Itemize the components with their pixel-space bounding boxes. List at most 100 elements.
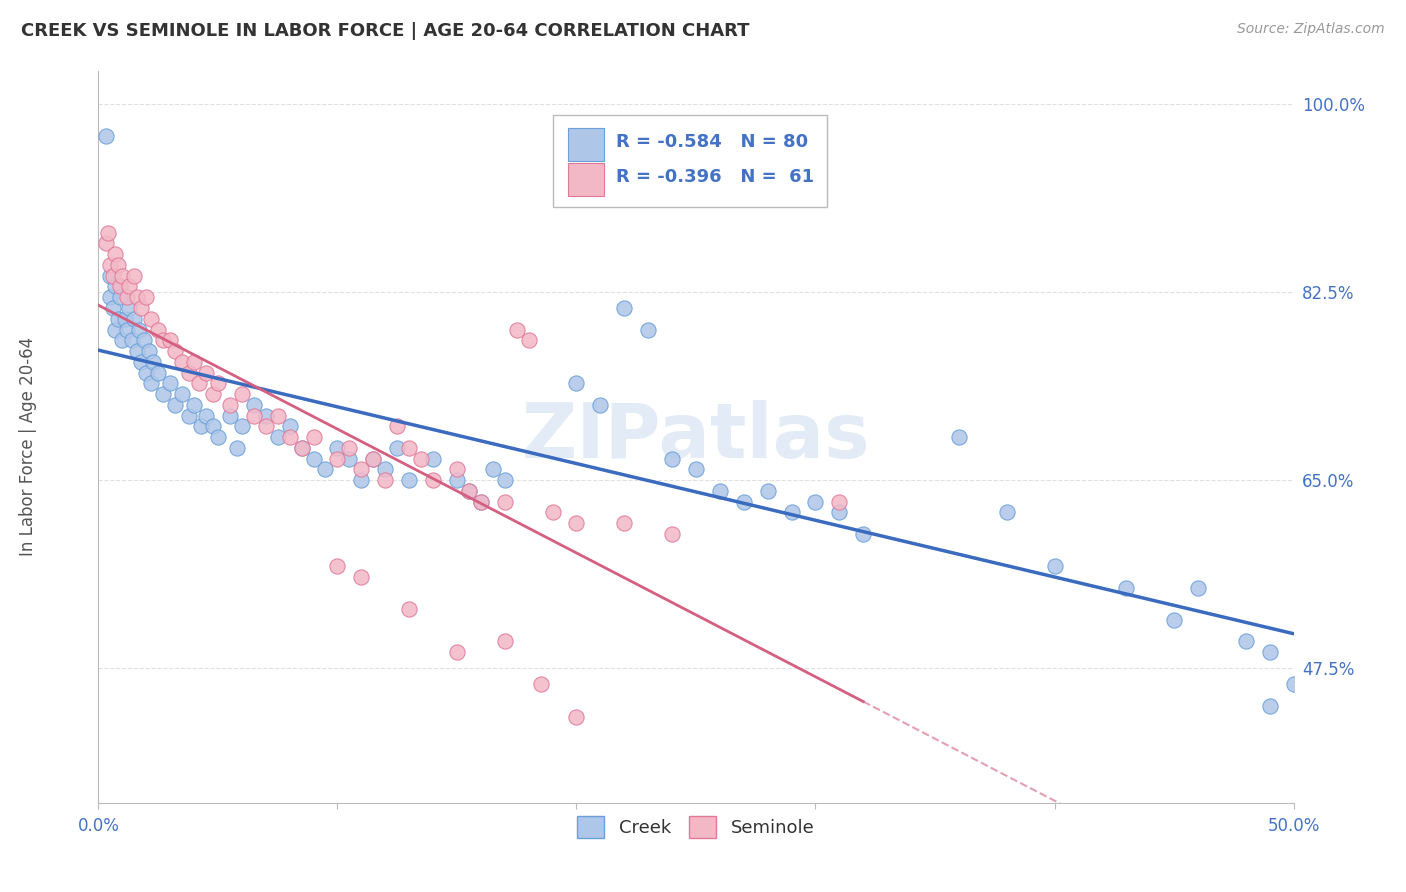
Point	[1258, 698, 1281, 713]
Point	[374, 462, 396, 476]
Point	[422, 473, 444, 487]
Point	[98, 268, 122, 283]
Point	[326, 451, 349, 466]
Point	[159, 333, 181, 347]
Point	[195, 366, 218, 380]
Point	[131, 355, 153, 369]
Point	[163, 344, 186, 359]
Point	[1163, 613, 1185, 627]
Point	[148, 322, 170, 336]
Point	[135, 290, 157, 304]
Point	[613, 516, 636, 530]
Point	[530, 677, 553, 691]
Point	[350, 462, 373, 476]
Text: CREEK VS SEMINOLE IN LABOR FORCE | AGE 20-64 CORRELATION CHART: CREEK VS SEMINOLE IN LABOR FORCE | AGE 2…	[21, 22, 749, 40]
Point	[101, 268, 124, 283]
FancyBboxPatch shape	[568, 163, 605, 195]
Point	[104, 247, 127, 261]
Point	[1043, 559, 1066, 574]
Point	[139, 311, 162, 326]
Point	[995, 505, 1018, 519]
Point	[1234, 634, 1257, 648]
Point	[828, 505, 851, 519]
Point	[135, 366, 157, 380]
Point	[128, 322, 150, 336]
Point	[756, 483, 779, 498]
Point	[385, 441, 409, 455]
Point	[219, 398, 242, 412]
Point	[118, 279, 141, 293]
Point	[125, 290, 148, 304]
Point	[94, 128, 117, 143]
Point	[685, 462, 707, 476]
Point	[780, 505, 803, 519]
Point	[124, 268, 146, 283]
Point	[163, 398, 186, 412]
Point	[339, 441, 361, 455]
Point	[852, 527, 875, 541]
Point	[114, 311, 136, 326]
Point	[1115, 581, 1137, 595]
Point	[138, 344, 160, 359]
Point	[131, 301, 153, 315]
Point	[243, 398, 266, 412]
Point	[125, 344, 148, 359]
Point	[494, 494, 516, 508]
Point	[470, 494, 492, 508]
Point	[446, 473, 468, 487]
Point	[172, 355, 194, 369]
Text: Source: ZipAtlas.com: Source: ZipAtlas.com	[1237, 22, 1385, 37]
Point	[506, 322, 529, 336]
Point	[481, 462, 505, 476]
Point	[107, 258, 129, 272]
Point	[398, 602, 420, 616]
Point	[661, 527, 683, 541]
Point	[613, 301, 636, 315]
Point	[541, 505, 564, 519]
Text: R = -0.396   N =  61: R = -0.396 N = 61	[616, 169, 814, 186]
Point	[291, 441, 314, 455]
Point	[411, 451, 433, 466]
Point	[142, 355, 165, 369]
Point	[422, 451, 444, 466]
Point	[183, 398, 205, 412]
Point	[179, 409, 201, 423]
Point	[111, 268, 134, 283]
Point	[219, 409, 242, 423]
FancyBboxPatch shape	[568, 128, 605, 161]
Point	[183, 355, 205, 369]
Point	[363, 451, 385, 466]
Point	[278, 419, 301, 434]
Point	[565, 516, 588, 530]
Point	[267, 409, 290, 423]
Point	[98, 258, 122, 272]
Point	[363, 451, 385, 466]
Point	[733, 494, 755, 508]
Point	[207, 430, 229, 444]
Point	[202, 387, 225, 401]
Point	[179, 366, 201, 380]
Point	[152, 333, 174, 347]
Legend: Creek, Seminole: Creek, Seminole	[571, 808, 821, 845]
Point	[97, 226, 120, 240]
Point	[124, 311, 146, 326]
Point	[152, 387, 174, 401]
Point	[398, 473, 420, 487]
Point	[374, 473, 396, 487]
Point	[326, 559, 349, 574]
Point	[398, 441, 420, 455]
Point	[243, 409, 266, 423]
Text: ZIPatlas: ZIPatlas	[522, 401, 870, 474]
Point	[828, 494, 851, 508]
Point	[494, 473, 516, 487]
Point	[315, 462, 337, 476]
Point	[139, 376, 162, 391]
Point	[267, 430, 290, 444]
Point	[350, 473, 373, 487]
Point	[446, 462, 468, 476]
Point	[107, 311, 129, 326]
Point	[302, 451, 325, 466]
Point	[190, 419, 212, 434]
Point	[517, 333, 540, 347]
Point	[565, 376, 588, 391]
